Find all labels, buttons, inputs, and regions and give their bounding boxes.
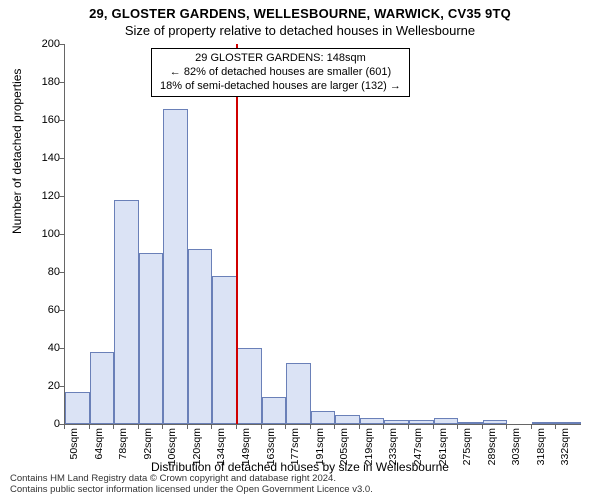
footer-line-2: Contains public sector information licen… (10, 485, 373, 496)
chart-container: 29, GLOSTER GARDENS, WELLESBOURNE, WARWI… (0, 0, 600, 500)
x-tick-label: 275sqm (461, 428, 473, 476)
x-tick-label: 247sqm (412, 428, 424, 476)
x-tick-label: 303sqm (510, 428, 522, 476)
x-tick-label: 318sqm (535, 428, 547, 476)
x-tick-label: 177sqm (289, 428, 301, 476)
x-tick-label: 134sqm (215, 428, 227, 476)
histogram-bar (409, 420, 434, 424)
y-tick-label: 140 (42, 152, 60, 164)
histogram-bar (163, 109, 188, 424)
y-tick-label: 200 (42, 38, 60, 50)
x-tick-label: 120sqm (191, 428, 203, 476)
x-tick-label: 261sqm (437, 428, 449, 476)
y-tick-label: 180 (42, 76, 60, 88)
x-tick-label: 219sqm (363, 428, 375, 476)
histogram-bar (335, 415, 360, 425)
info-box: 29 GLOSTER GARDENS: 148sqm ← 82% of deta… (151, 48, 410, 97)
info-line-1: 29 GLOSTER GARDENS: 148sqm (160, 52, 401, 66)
title-main: 29, GLOSTER GARDENS, WELLESBOURNE, WARWI… (0, 0, 600, 21)
histogram-bar (237, 348, 262, 424)
x-tick-label: 289sqm (486, 428, 498, 476)
x-tick-label: 233sqm (387, 428, 399, 476)
info-line-3: 18% of semi-detached houses are larger (… (160, 80, 401, 94)
y-axis-label: Number of detached properties (10, 69, 24, 234)
histogram-bar (114, 200, 139, 424)
info-line-2: ← 82% of detached houses are smaller (60… (160, 66, 401, 80)
histogram-bar (212, 276, 237, 424)
plot-area: 29 GLOSTER GARDENS: 148sqm ← 82% of deta… (64, 44, 581, 425)
histogram-bar (458, 422, 483, 424)
x-tick-label: 205sqm (338, 428, 350, 476)
histogram-bar (311, 411, 336, 424)
footer: Contains HM Land Registry data © Crown c… (10, 474, 373, 496)
histogram-bar (434, 418, 459, 424)
y-tick-label: 120 (42, 190, 60, 202)
title-sub: Size of property relative to detached ho… (0, 21, 600, 38)
histogram-bar (384, 420, 409, 424)
x-tick-label: 64sqm (93, 428, 105, 476)
x-tick-label: 163sqm (265, 428, 277, 476)
histogram-bar (90, 352, 115, 424)
histogram-bar (188, 249, 213, 424)
y-tick-label: 160 (42, 114, 60, 126)
histogram-bar (360, 418, 385, 424)
reference-line (236, 44, 238, 424)
histogram-bar (65, 392, 90, 424)
x-tick-label: 92sqm (142, 428, 154, 476)
y-tick-label: 100 (42, 228, 60, 240)
histogram-bar (262, 397, 287, 424)
x-tick-label: 191sqm (314, 428, 326, 476)
x-tick-label: 106sqm (166, 428, 178, 476)
histogram-bar (556, 422, 581, 424)
histogram-bar (483, 420, 508, 424)
histogram-bar (139, 253, 164, 424)
x-tick-label: 332sqm (559, 428, 571, 476)
histogram-bar (286, 363, 311, 424)
histogram-bar (532, 422, 557, 424)
x-tick-label: 149sqm (240, 428, 252, 476)
x-tick-label: 50sqm (68, 428, 80, 476)
x-tick-label: 78sqm (117, 428, 129, 476)
